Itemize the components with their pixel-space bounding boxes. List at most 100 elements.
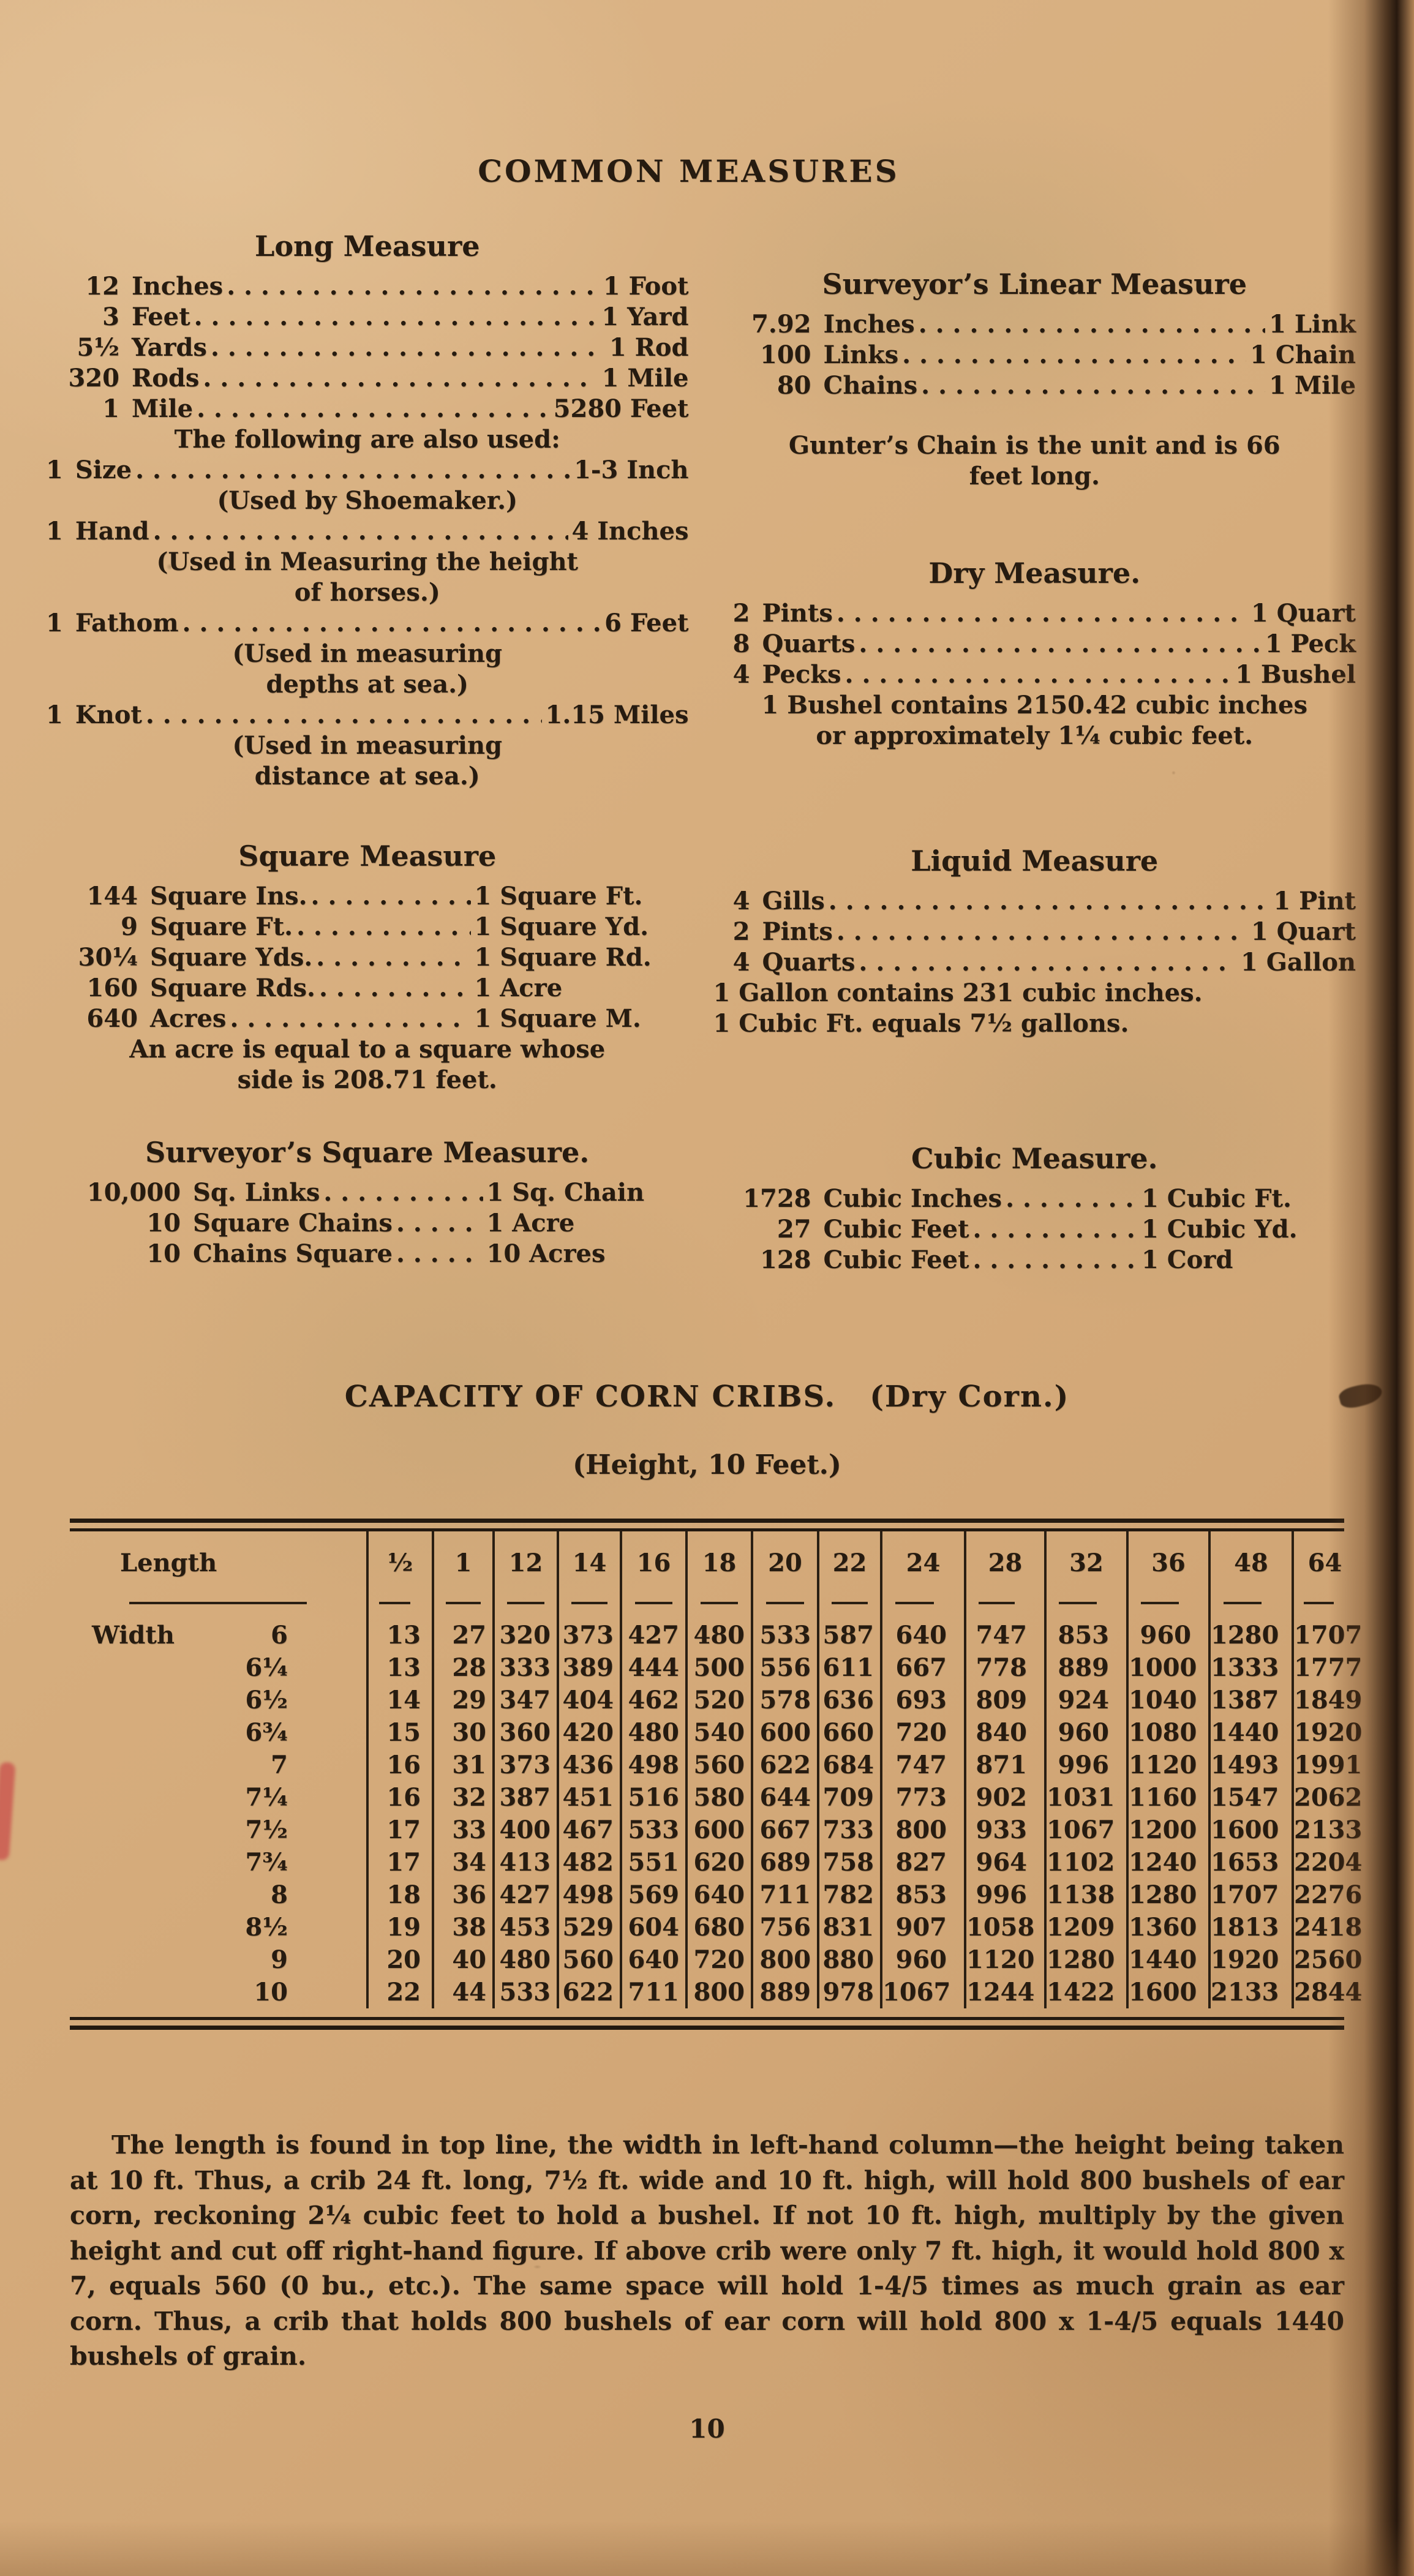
capacity-cell: 16	[366, 1781, 433, 1814]
capacity-cell: 569	[620, 1879, 686, 1911]
dot-leader	[837, 598, 1247, 629]
measure-unit: Cubic Inches	[823, 1184, 1002, 1213]
measure-quantity: 128	[760, 1245, 811, 1274]
section-cubic: Cubic Measure. 1728 Cubic Inches 1 Cubic Ft…	[713, 1142, 1356, 1275]
capacity-cell: 20	[366, 1943, 433, 1976]
dot-leader	[845, 659, 1232, 690]
dot-leader	[859, 629, 1261, 659]
capacity-cell: 684	[817, 1749, 881, 1781]
dot-leader	[972, 1214, 1138, 1245]
measure-quantity: 1	[102, 394, 119, 423]
column-header-16: 16	[620, 1531, 686, 1602]
left-column: Long Measure 12 Inches 1 Foot 3 Feet 1 Yard 5½ Y…	[46, 230, 689, 1275]
capacity-cell: 853	[880, 1879, 965, 1911]
measure-quantity: 1	[46, 609, 63, 637]
measure-value: 6 Feet	[604, 609, 689, 637]
header-separator-cell	[492, 1602, 558, 1619]
capacity-cell: 711	[620, 1976, 686, 2008]
capacity-cell: 889	[1044, 1651, 1127, 1684]
capacity-cell: 831	[817, 1911, 881, 1943]
capacity-cell: 560	[557, 1943, 621, 1976]
table-row: 7 16 31 373 436 498 560 622 684 747 871 996 1120 1493…	[70, 1749, 1362, 1781]
note-line: 1 Cubic Ft. equals 7½ gallons.	[713, 1009, 1129, 1038]
capacity-cell: 640	[685, 1879, 752, 1911]
dash-rule	[978, 1602, 1015, 1604]
dot-leader	[1006, 1184, 1138, 1214]
capacity-cell: 809	[964, 1684, 1045, 1716]
width-value: 6¼	[245, 1653, 288, 1682]
page-number: 10	[689, 2413, 725, 2444]
measure-value: 1 Foot	[603, 272, 689, 301]
dot-leader	[146, 700, 542, 730]
measure-value: 10 Acres	[486, 1239, 606, 1268]
capacity-cell: 15	[366, 1716, 433, 1749]
measure-row: 144 Square Ins. 1 Square Ft.	[46, 881, 689, 912]
measure-value: 1 Rod	[609, 333, 689, 362]
table-row: Width 6 13 27 320 373 427 480 533 587 640 747 853 960…	[70, 1619, 1362, 1651]
width-value: 7	[271, 1751, 288, 1779]
note-line: (Used in Measuring the height	[156, 547, 579, 576]
measure-quantity: 4	[732, 887, 750, 915]
corn-cribs-title-main: CAPACITY OF CORN CRIBS.	[344, 1380, 837, 1414]
capacity-cell: 1120	[1126, 1749, 1209, 1781]
measure-quantity: 100	[760, 340, 811, 369]
capacity-cell: 644	[751, 1781, 818, 1814]
capacity-cell: 451	[557, 1781, 621, 1814]
dash-rule	[379, 1602, 410, 1604]
header-separator-cell	[366, 1602, 433, 1619]
measure-value: 1 Square Yd.	[474, 912, 649, 941]
dot-leader	[197, 394, 550, 424]
section-long: Long Measure 12 Inches 1 Foot 3 Feet 1 Yard 5½ Y…	[46, 230, 689, 792]
measure-row: 1728 Cubic Inches 1 Cubic Ft.	[713, 1184, 1356, 1214]
capacity-cell: 30	[432, 1716, 494, 1749]
measure-value: 1 Square Ft.	[474, 882, 643, 911]
capacity-cell: 1067	[880, 1976, 965, 2008]
header-separator-cell	[1126, 1602, 1209, 1619]
capacity-cell: 578	[751, 1684, 818, 1716]
section-note: (Used in measuring depths at sea.)	[46, 639, 689, 700]
measure-row: 1 Mile 5280 Feet	[46, 394, 688, 424]
capacity-cell: 1000	[1126, 1651, 1209, 1684]
table-row: 6½ 14 29 347 404 462 520 578 636 693 809 924 1040 138…	[70, 1684, 1362, 1716]
capacity-cell: 622	[751, 1749, 818, 1781]
capacity-cell: 360	[492, 1716, 558, 1749]
column-header-½: ½	[366, 1531, 433, 1602]
capacity-cell: 747	[964, 1619, 1045, 1651]
table-row: 7¼ 16 32 387 451 516 580 644 709 773 902 1031 1160 15…	[70, 1781, 1362, 1814]
capacity-cell: 560	[685, 1749, 752, 1781]
measure-quantity: 1	[46, 517, 63, 546]
table-row: 8½ 19 38 453 529 604 680 756 831 907 1058 1209 1360 1…	[70, 1911, 1362, 1943]
row-label-cell: 7¼	[70, 1781, 367, 1814]
section-heading: Cubic Measure.	[911, 1142, 1158, 1175]
measure-unit: Yards	[132, 333, 207, 362]
capacity-cell: 711	[751, 1879, 818, 1911]
measure-row: 1 Knot 1.15 Miles	[46, 700, 689, 730]
dot-leader	[211, 332, 606, 363]
note-line: Gunter’s Chain is the unit and is 66	[788, 431, 1280, 460]
dot-leader	[396, 1208, 483, 1239]
capacity-cell: 1707	[1208, 1879, 1293, 1911]
page-title: COMMON MEASURES	[478, 153, 900, 189]
dash-rule	[571, 1602, 608, 1604]
note-line: An acre is equal to a square whose	[129, 1035, 606, 1064]
capacity-cell: 636	[817, 1684, 881, 1716]
measure-quantity: 160	[86, 974, 138, 1002]
dash-rule	[1059, 1602, 1097, 1604]
capacity-cell: 689	[751, 1846, 818, 1879]
capacity-cell: 427	[492, 1879, 558, 1911]
measure-unit: Square Ins.	[150, 882, 307, 911]
capacity-cell: 580	[685, 1781, 752, 1814]
capacity-cell: 782	[817, 1879, 881, 1911]
header-separator-row	[70, 1602, 1356, 1619]
capacity-cell: 827	[880, 1846, 965, 1879]
section-square: Square Measure 144 Square Ins. 1 Square Ft.…	[46, 839, 689, 1095]
row-label-cell: 7	[70, 1749, 367, 1781]
row-label-cell: 8½	[70, 1911, 367, 1943]
measure-quantity: 3	[102, 302, 119, 331]
capacity-cell: 404	[557, 1684, 621, 1716]
measure-unit: Knot	[75, 700, 142, 729]
section-heading: Surveyor’s Square Measure.	[145, 1136, 590, 1169]
capacity-cell: 1387	[1208, 1684, 1293, 1716]
